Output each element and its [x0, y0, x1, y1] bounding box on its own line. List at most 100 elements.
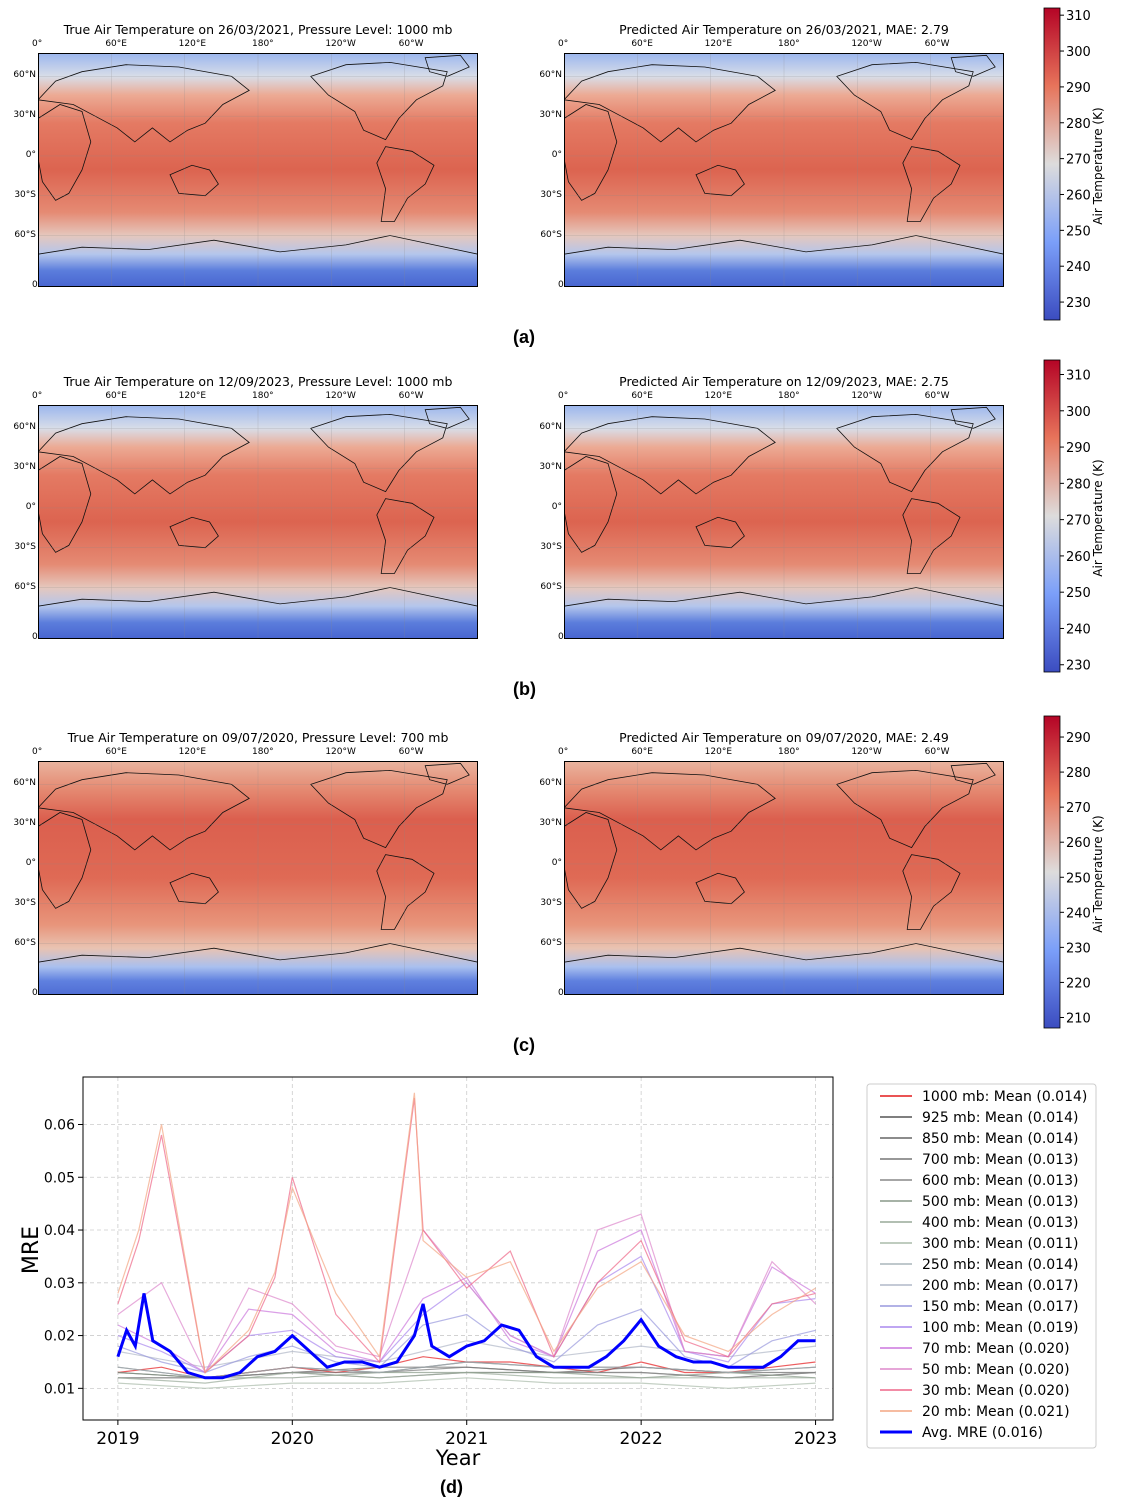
- colorbar-label: Air Temperature (K): [1091, 459, 1105, 576]
- x-tick-label: 2022: [620, 1429, 663, 1449]
- colorbar-tick-label: 240: [1066, 622, 1091, 637]
- panel-label: (c): [513, 1035, 535, 1055]
- y-tick-label: 0.01: [44, 1381, 75, 1397]
- coastline-antarctica: [564, 587, 1004, 639]
- colorbar-tick-label: 260: [1066, 836, 1091, 851]
- colorbar-tick-label: 280: [1066, 117, 1091, 132]
- legend-entry: 250 mb: Mean (0.014): [922, 1257, 1078, 1273]
- lon-tick-label: 0°: [558, 39, 569, 49]
- colorbar-tick-label: 210: [1066, 1011, 1091, 1026]
- lon-tick-label: 60°W: [924, 747, 950, 757]
- colorbar-tick-label: 300: [1066, 45, 1091, 60]
- lat-tick-label: 60°S: [540, 229, 562, 240]
- colorbar-tick-label: 240: [1066, 906, 1091, 921]
- coastline-n_america: [310, 769, 448, 849]
- colorbar-tick-label: 250: [1066, 586, 1091, 601]
- lon-tick-label: 120°W: [851, 391, 882, 401]
- colorbar-tick-label: 290: [1066, 81, 1091, 96]
- lon-tick-label: 60°E: [105, 39, 127, 49]
- lat-tick-label: 60°N: [13, 70, 36, 81]
- lon-tick-label: 0°: [558, 747, 569, 757]
- legend-entry: 400 mb: Mean (0.013): [922, 1215, 1078, 1231]
- lon-tick-label: 60°W: [924, 39, 950, 49]
- lon-tick-label: 180°: [778, 39, 800, 49]
- coastline-n_america: [836, 61, 974, 141]
- colorbar-tick-label: 250: [1066, 224, 1091, 239]
- legend-entry: 850 mb: Mean (0.014): [922, 1131, 1078, 1147]
- colorbar-tick-label: 280: [1066, 477, 1091, 492]
- series-line: [117, 1377, 816, 1389]
- lon-tick-label: 120°E: [704, 747, 733, 757]
- series-line: [117, 1213, 817, 1374]
- lon-tick-label: 60°E: [631, 747, 653, 757]
- panel-label: (b): [513, 679, 536, 699]
- lat-tick-label: 60°N: [13, 422, 36, 433]
- lon-tick-label: 180°: [778, 747, 800, 757]
- chart-grid: [83, 1077, 833, 1420]
- lat-tick-label: 60°N: [539, 778, 562, 789]
- coastline-africa: [38, 812, 92, 909]
- lon-tick-label: 0°: [32, 391, 43, 401]
- lat-tick-label: 30°S: [14, 189, 36, 200]
- coastline-greenland: [424, 762, 470, 785]
- colorbar-tick-label: 290: [1066, 731, 1091, 746]
- coastline-australia: [169, 164, 219, 197]
- y-tick-label: 0.02: [44, 1329, 75, 1345]
- colorbar-scale: [1043, 359, 1061, 673]
- lat-tick-label: 60°S: [540, 581, 562, 592]
- lon-tick-label: 60°E: [631, 391, 653, 401]
- lat-tick-label: 60°N: [539, 422, 562, 433]
- chart-frame: [82, 1076, 834, 1421]
- colorbar-tick-label: 300: [1066, 405, 1091, 420]
- predicted-map-title: Predicted Air Temperature on 09/07/2020,…: [619, 730, 949, 745]
- series-line: [117, 1308, 816, 1374]
- lon-tick-label: 0°: [32, 280, 43, 290]
- lat-tick-label: 0°: [551, 501, 562, 512]
- colorbar-tick-label: 310: [1066, 9, 1091, 24]
- x-axis-label: Year: [435, 1446, 481, 1470]
- lon-tick-label: 0°: [558, 632, 569, 642]
- coastline-australia: [169, 516, 219, 549]
- coastline-africa: [38, 104, 92, 201]
- lon-tick-label: 60°W: [924, 391, 950, 401]
- coastline-greenland: [424, 406, 470, 429]
- y-tick-label: 0.03: [44, 1276, 75, 1292]
- legend-box: [866, 1083, 1097, 1449]
- true-temperature-map: [38, 405, 478, 639]
- lon-tick-label: 60°W: [398, 39, 424, 49]
- lat-tick-label: 30°S: [14, 897, 36, 908]
- colorbar: 310 300 290 280 270 260 250 240 230 Air Temperatu…: [1043, 359, 1105, 674]
- legend-entry: 500 mb: Mean (0.013): [922, 1194, 1078, 1210]
- coastline-australia: [695, 516, 745, 549]
- colorbar-label: Air Temperature (K): [1091, 815, 1105, 932]
- legend-entry: 20 mb: Mean (0.021): [922, 1404, 1070, 1420]
- coastline-n_america: [836, 413, 974, 493]
- lon-tick-label: 60°E: [105, 391, 127, 401]
- lon-tick-label: 0°: [32, 988, 43, 998]
- colorbar-tick-label: 270: [1066, 514, 1091, 529]
- coastline-australia: [169, 872, 219, 905]
- coastlines: [38, 406, 478, 639]
- true-map-title: True Air Temperature on 12/09/2023, Pres…: [63, 374, 453, 389]
- colorbar-tick-label: 270: [1066, 153, 1091, 168]
- lat-tick-label: 60°S: [540, 937, 562, 948]
- chart-legend: 1000 mb: Mean (0.014) 925 mb: Mean (0.014…: [866, 1083, 1097, 1449]
- x-tick-label: 2019: [96, 1429, 139, 1449]
- legend-entry: 700 mb: Mean (0.013): [922, 1152, 1078, 1168]
- coastline-greenland: [950, 406, 996, 429]
- lat-tick-label: 60°S: [14, 229, 36, 240]
- y-tick-label: 0.05: [44, 1170, 75, 1186]
- legend-entry: 30 mb: Mean (0.020): [922, 1383, 1070, 1399]
- coastline-s_america: [902, 146, 961, 222]
- lon-tick-label: 180°: [252, 39, 274, 49]
- legend-entry: 600 mb: Mean (0.013): [922, 1173, 1078, 1189]
- lon-tick-label: 120°E: [704, 391, 733, 401]
- y-axis-label: MRE: [19, 1226, 44, 1274]
- colorbar-tick-label: 230: [1066, 941, 1091, 956]
- lat-tick-label: 30°N: [13, 818, 36, 829]
- lat-tick-label: 60°N: [539, 70, 562, 81]
- x-tick-label: 2021: [445, 1429, 488, 1449]
- panel-label: (a): [513, 327, 535, 347]
- coastline-n_america: [310, 61, 448, 141]
- x-tick-label: 2023: [794, 1429, 837, 1449]
